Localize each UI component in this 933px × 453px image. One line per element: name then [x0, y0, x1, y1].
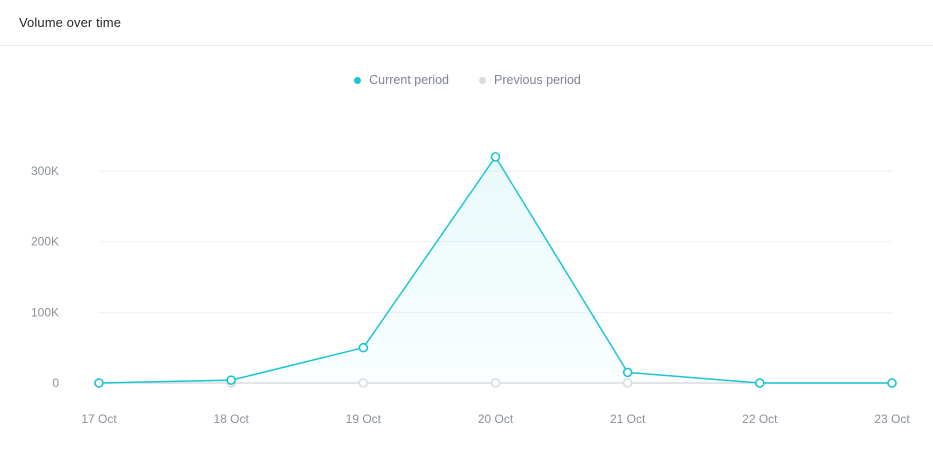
y-tick-label: 300K: [31, 164, 59, 178]
legend-dot-current-icon: [354, 76, 362, 84]
data-point-current-period[interactable]: [622, 367, 633, 378]
y-tick-label: 100K: [31, 305, 59, 319]
legend-item-current-period[interactable]: Current period: [354, 73, 449, 87]
area-fill-layer: [99, 156, 892, 383]
x-tick-label: 23 Oct: [874, 412, 910, 426]
x-tick-label: 21 Oct: [610, 412, 646, 426]
legend-dot-previous-icon: [479, 76, 487, 84]
y-tick-label: 0: [52, 376, 59, 390]
x-tick-label: 20 Oct: [478, 412, 514, 426]
data-point-current-period[interactable]: [358, 342, 369, 353]
data-point-previous-period[interactable]: [358, 378, 369, 388]
data-point-current-period[interactable]: [490, 152, 501, 162]
chart-legend: Current period Previous period: [0, 73, 933, 87]
data-point-current-period[interactable]: [226, 375, 236, 385]
legend-label-previous-period: Previous period: [494, 73, 581, 87]
data-point-previous-period[interactable]: [622, 378, 633, 388]
data-point-current-period[interactable]: [94, 378, 104, 388]
x-tick-label: 17 Oct: [81, 412, 117, 426]
data-point-current-period[interactable]: [887, 378, 897, 388]
x-tick-label: 22 Oct: [742, 412, 778, 426]
legend-label-current-period: Current period: [369, 73, 450, 87]
panel-title: Volume over time: [19, 15, 122, 30]
data-point-previous-period[interactable]: [490, 378, 501, 388]
x-tick-label: 18 Oct: [213, 412, 249, 426]
x-axis-ticks: 17 Oct 18 Oct 19 Oct 20 Oct 21 Oct 22 Oct 23 O…: [81, 412, 910, 426]
series-points: [94, 152, 897, 388]
panel-header: Volume over time: [0, 0, 933, 46]
legend-item-previous-period[interactable]: Previous period: [479, 73, 581, 87]
x-tick-label: 19 Oct: [346, 412, 382, 426]
y-axis-ticks: 0 100K 200K 300K: [31, 164, 59, 390]
data-point-current-period[interactable]: [755, 378, 765, 388]
y-tick-label: 200K: [31, 235, 59, 249]
series-area-current-period: [99, 156, 892, 383]
